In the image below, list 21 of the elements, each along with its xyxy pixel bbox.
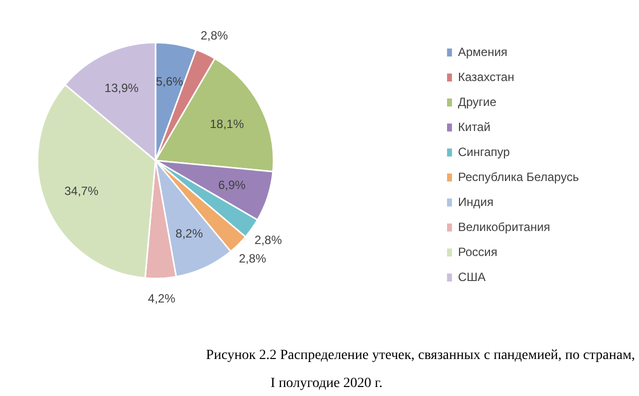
legend-label: Индия (458, 195, 494, 209)
data-label: 2,8% (200, 28, 228, 43)
data-label: 18,1% (210, 116, 244, 131)
data-label: 2,8% (254, 233, 282, 248)
legend-label: США (458, 270, 486, 284)
legend-label: Армения (458, 45, 508, 59)
legend-label: Казахстан (458, 70, 514, 84)
data-label: 5,6% (156, 74, 184, 88)
legend-label: Республика Беларусь (458, 170, 579, 184)
data-label: 4,2% (148, 291, 176, 306)
legend-label: Россия (458, 245, 498, 259)
legend-label: Китай (458, 120, 490, 134)
legend-label: Великобритания (458, 220, 550, 234)
data-label: 2,8% (238, 252, 267, 266)
data-label: 13,9% (104, 80, 139, 95)
legend-label: Другие (458, 95, 496, 109)
text: Рисунок 2.2 Распределение утечек, связанных с пандемией, по странам, I полугодие 2020 г. (206, 348, 635, 391)
data-label: 6,9% (218, 178, 246, 192)
data-label: 34,7% (64, 184, 99, 198)
legend-label: Сингапур (458, 145, 510, 159)
data-label: 8,2% (176, 226, 204, 240)
